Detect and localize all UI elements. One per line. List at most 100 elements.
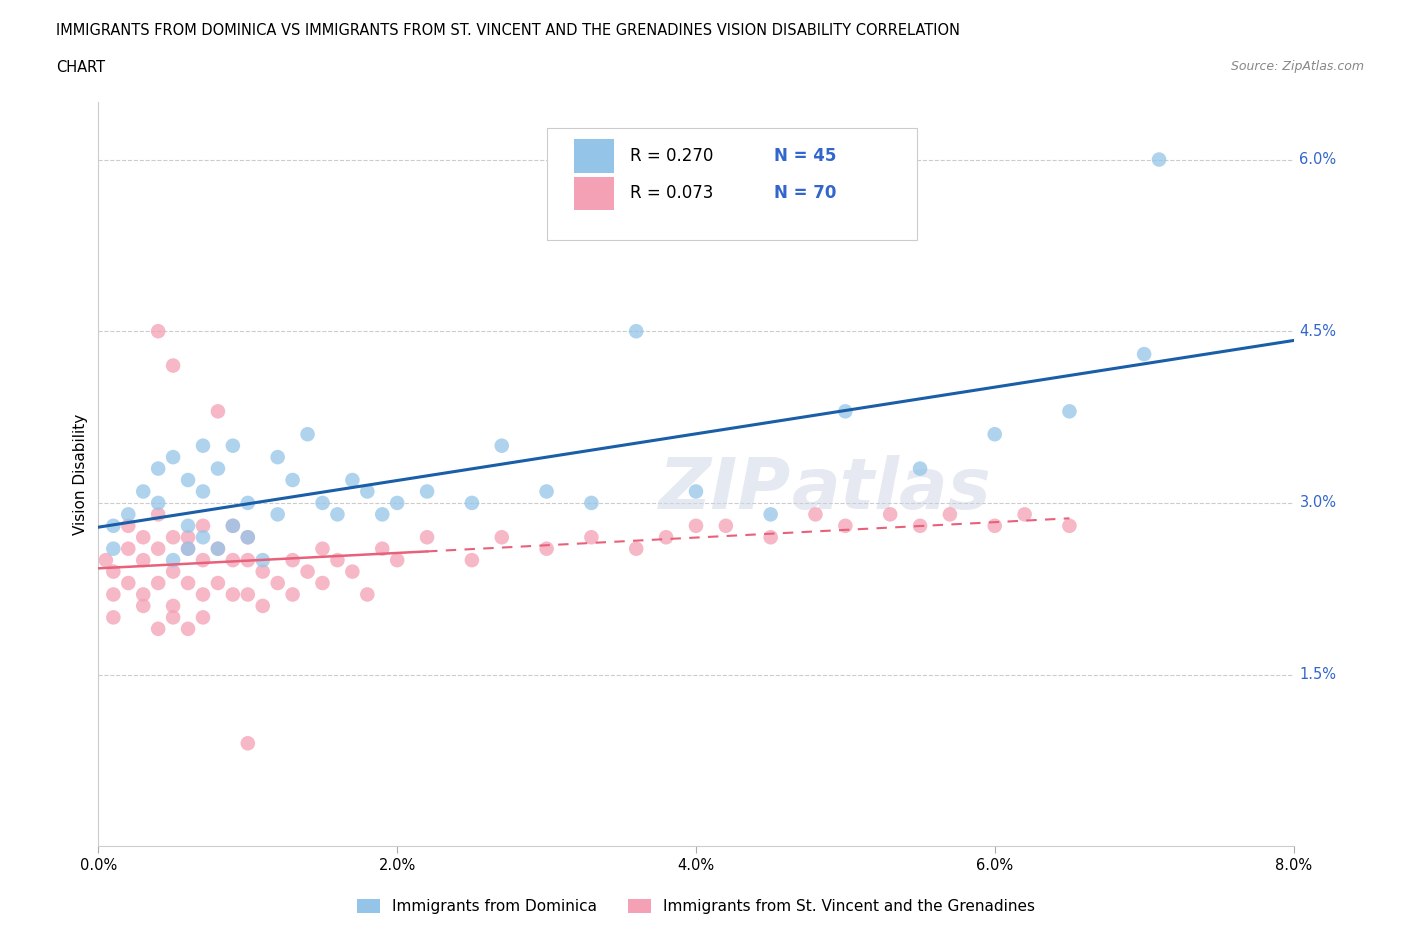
- Point: [581, 496, 603, 511]
- Point: [416, 530, 439, 545]
- Point: [117, 507, 139, 522]
- Point: [385, 552, 409, 567]
- Point: [759, 507, 782, 522]
- Text: 3.0%: 3.0%: [1299, 496, 1337, 511]
- Point: [385, 496, 409, 511]
- Point: [148, 496, 170, 511]
- Text: ZIP: ZIP: [659, 455, 792, 524]
- Point: [1059, 518, 1081, 533]
- Point: [416, 484, 439, 498]
- Text: 4.5%: 4.5%: [1299, 324, 1337, 339]
- Point: [311, 496, 333, 511]
- Point: [177, 530, 200, 545]
- Point: [222, 438, 245, 453]
- Point: [252, 599, 274, 614]
- Text: R = 0.073: R = 0.073: [630, 184, 714, 202]
- Point: [148, 621, 170, 636]
- Text: 6.0%: 6.0%: [1299, 152, 1337, 167]
- Point: [536, 484, 558, 498]
- Point: [207, 461, 229, 476]
- Point: [177, 518, 200, 533]
- Point: [132, 552, 155, 567]
- FancyBboxPatch shape: [574, 177, 613, 210]
- Point: [342, 565, 364, 579]
- Point: [252, 565, 274, 579]
- Point: [281, 472, 304, 487]
- Point: [177, 472, 200, 487]
- Point: [311, 541, 333, 556]
- Point: [536, 541, 558, 556]
- Point: [148, 507, 170, 522]
- Point: [103, 541, 125, 556]
- Point: [162, 358, 184, 373]
- Point: [491, 438, 513, 453]
- Point: [191, 610, 214, 625]
- Point: [222, 518, 245, 533]
- Point: [759, 530, 782, 545]
- Point: [207, 576, 229, 591]
- Point: [267, 576, 290, 591]
- Point: [879, 507, 901, 522]
- Point: [581, 530, 603, 545]
- Point: [103, 587, 125, 602]
- Point: [342, 472, 364, 487]
- Text: 1.5%: 1.5%: [1299, 667, 1337, 682]
- Point: [177, 541, 200, 556]
- Point: [983, 518, 1005, 533]
- Point: [148, 576, 170, 591]
- Point: [297, 427, 319, 442]
- Point: [103, 565, 125, 579]
- Point: [834, 404, 856, 418]
- Point: [117, 541, 139, 556]
- Point: [236, 530, 259, 545]
- Point: [908, 461, 931, 476]
- Point: [148, 461, 170, 476]
- Point: [177, 621, 200, 636]
- Point: [1133, 347, 1156, 362]
- Point: [162, 610, 184, 625]
- Point: [222, 552, 245, 567]
- Point: [222, 587, 245, 602]
- Text: CHART: CHART: [56, 60, 105, 75]
- Point: [655, 530, 678, 545]
- Point: [236, 530, 259, 545]
- Text: N = 70: N = 70: [773, 184, 837, 202]
- Point: [103, 610, 125, 625]
- Point: [1147, 153, 1170, 167]
- Point: [132, 599, 155, 614]
- Point: [908, 518, 931, 533]
- Text: N = 45: N = 45: [773, 147, 837, 165]
- Point: [371, 541, 394, 556]
- Point: [297, 565, 319, 579]
- Point: [236, 587, 259, 602]
- Point: [148, 324, 170, 339]
- Point: [267, 507, 290, 522]
- Y-axis label: Vision Disability: Vision Disability: [73, 414, 89, 535]
- Point: [207, 541, 229, 556]
- Point: [162, 552, 184, 567]
- Point: [461, 496, 484, 511]
- Point: [939, 507, 962, 522]
- Point: [236, 496, 259, 511]
- Point: [461, 552, 484, 567]
- Point: [162, 565, 184, 579]
- Point: [804, 507, 827, 522]
- Point: [281, 587, 304, 602]
- Point: [356, 587, 378, 602]
- Point: [281, 552, 304, 567]
- Point: [685, 518, 707, 533]
- Point: [191, 552, 214, 567]
- Point: [834, 518, 856, 533]
- Point: [236, 736, 259, 751]
- FancyBboxPatch shape: [574, 140, 613, 173]
- Point: [491, 530, 513, 545]
- Point: [236, 552, 259, 567]
- Text: IMMIGRANTS FROM DOMINICA VS IMMIGRANTS FROM ST. VINCENT AND THE GRENADINES VISIO: IMMIGRANTS FROM DOMINICA VS IMMIGRANTS F…: [56, 23, 960, 38]
- Point: [191, 530, 214, 545]
- Point: [162, 599, 184, 614]
- Point: [207, 404, 229, 418]
- Point: [177, 541, 200, 556]
- Point: [117, 576, 139, 591]
- Point: [1059, 404, 1081, 418]
- Point: [191, 438, 214, 453]
